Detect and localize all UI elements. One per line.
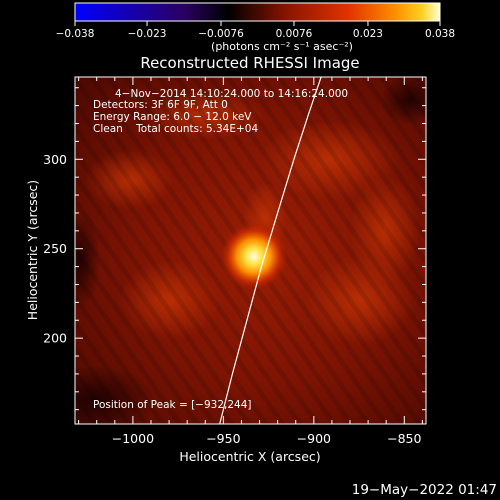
colorbar-tick-label: 0.0076 [276,28,313,40]
colorbar [74,2,441,22]
flare-source [219,222,288,291]
plot-frame [74,76,427,425]
timestamp: 19−May−2022 01:47 [352,482,497,498]
image-area [75,77,426,424]
annotation-energy-range: Energy Range: 6.0 − 12.0 keV [93,111,252,123]
colorbar-tick-label: 0.038 [425,28,455,40]
solar-limb-line [219,77,322,424]
y-axis-label: Heliocentric Y (arcsec) [25,180,40,320]
colorbar-unit: (photons cm⁻² s⁻¹ asec⁻²) [211,40,353,53]
y-tick-label: 250 [43,241,67,256]
y-axis: 200 250 300 [43,87,426,411]
x-axis-label: Heliocentric X (arcsec) [179,449,320,464]
x-tick-label: −900 [297,431,331,446]
colorbar-tick-label: −0.038 [56,28,95,40]
colorbar-tick-label: −0.0076 [198,28,244,40]
annotation-time-range: 4−Nov−2014 14:10:24.000 to 14:16:24.000 [115,88,348,100]
annotation-clean-counts: Clean Total counts: 5.34E+04 [93,123,258,135]
y-tick-label: 200 [43,331,67,346]
colorbar-tick-label: 0.023 [353,28,383,40]
annotation-detectors: Detectors: 3F 6F 9F, Att 0 [93,99,228,111]
y-tick-label: 300 [43,152,67,167]
x-axis: −1000 −950 −900 −850 [78,77,423,446]
colorbar-tick-label: −0.023 [128,28,167,40]
x-tick-label: −1000 [112,431,154,446]
colorbar-ticks: −0.038 −0.023 −0.0076 0.0076 0.023 0.038 [56,21,455,40]
peak-position-label: Position of Peak = [−932,244] [93,399,252,411]
x-tick-label: −850 [387,431,421,446]
chart-title: Reconstructed RHESSI Image [140,54,359,72]
x-tick-label: −950 [206,431,240,446]
